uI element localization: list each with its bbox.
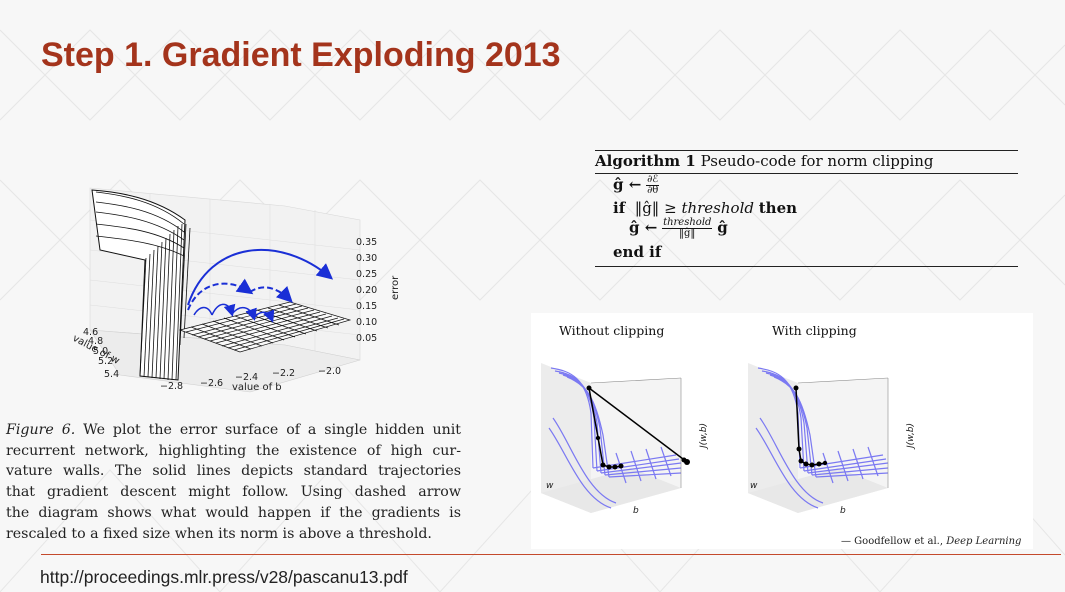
algorithm-label: Algorithm 1 [595, 152, 696, 170]
caption-line: the diagram shows what would happen if t… [6, 504, 461, 521]
z-tick: 0.15 [356, 301, 377, 312]
algorithm-line-2: if ‖ĝ‖ ≥ threshold then [613, 199, 798, 217]
z-tick: 0.30 [356, 253, 377, 264]
b-tick: −2.2 [272, 368, 295, 379]
line3-fraction: threshold ‖ĝ‖ [662, 217, 713, 239]
z-axis-label: error [390, 275, 401, 300]
algorithm-line-1: ĝ ← ∂ℰ ∂θ [613, 174, 660, 196]
right-b-label: b [840, 506, 846, 516]
z-axis: 0.35 0.30 0.25 0.20 0.15 0.10 0.05 error [356, 237, 401, 344]
w-tick: 5.2 [98, 356, 113, 367]
caption-label: Figure 6. [6, 422, 76, 438]
left-w-label: w [546, 481, 554, 491]
error-surface-grid [178, 301, 352, 353]
clipping-plots: w b J(w,b) [541, 363, 916, 516]
caption-line: that gradient descent might follow. Usin… [6, 484, 461, 501]
w-tick: 4.8 [88, 336, 103, 347]
error-surface-plot: 0.35 0.30 0.25 0.20 0.15 0.10 0.05 error… [71, 187, 401, 393]
footer-divider [41, 554, 1061, 555]
caption-line: vature walls. The solid lines depicts st… [6, 463, 461, 480]
algorithm-box: Algorithm 1 Pseudo-code for norm clippin… [595, 150, 1018, 268]
w-tick: 5.0 [93, 346, 108, 357]
line1-lhs: ĝ ← [613, 175, 642, 194]
right-w-label: w [750, 481, 758, 491]
figure-credit: — Goodfellow et al., Deep Learning [841, 536, 1022, 547]
clipping-comparison-figure: Without clipping With clipping [531, 313, 1033, 549]
z-tick: 0.05 [356, 333, 377, 344]
caption-line: rescaled to a fixed size when its norm i… [6, 525, 432, 542]
without-clipping-title: Without clipping [559, 323, 665, 338]
algorithm-line-3: ĝ ← threshold ‖ĝ‖ ĝ [629, 217, 728, 239]
left-j-label: J(w,b) [699, 423, 709, 450]
algorithm-line-4: end if [613, 243, 662, 261]
right-j-label: J(w,b) [906, 423, 916, 450]
b-axis-label: value of b [232, 382, 282, 393]
slide-title: Step 1. Gradient Exploding 2013 [41, 36, 561, 74]
z-tick: 0.25 [356, 269, 377, 280]
with-clipping-plot: w b J(w,b) [748, 363, 916, 516]
algorithm-title: Pseudo-code for norm clipping [700, 152, 934, 170]
b-tick: −2.8 [160, 381, 183, 392]
line1-fraction: ∂ℰ ∂θ [646, 174, 660, 196]
w-tick: 4.6 [83, 327, 98, 338]
without-clipping-plot: w b J(w,b) [541, 363, 709, 516]
caption-line: recurrent network, highlighting the exis… [6, 442, 461, 459]
with-clipping-title: With clipping [772, 323, 857, 338]
figure6-caption: Figure 6. We plot the error surface of a… [6, 420, 461, 544]
z-tick: 0.35 [356, 237, 377, 248]
caption-line: We plot the error surface of a single hi… [75, 422, 461, 438]
gradient-trajectories [187, 248, 334, 323]
z-tick: 0.10 [356, 317, 377, 328]
b-axis: −2.8 −2.6 −2.4 −2.2 −2.0 value of b [160, 366, 341, 393]
left-b-label: b [633, 506, 639, 516]
b-tick: −2.4 [235, 372, 258, 383]
source-url[interactable]: http://proceedings.mlr.press/v28/pascanu… [40, 567, 408, 587]
algorithm-header: Algorithm 1 Pseudo-code for norm clippin… [595, 152, 934, 170]
w-tick: 5.4 [104, 369, 119, 380]
b-tick: −2.0 [318, 366, 341, 377]
z-tick: 0.20 [356, 285, 377, 296]
b-tick: −2.6 [200, 378, 223, 389]
